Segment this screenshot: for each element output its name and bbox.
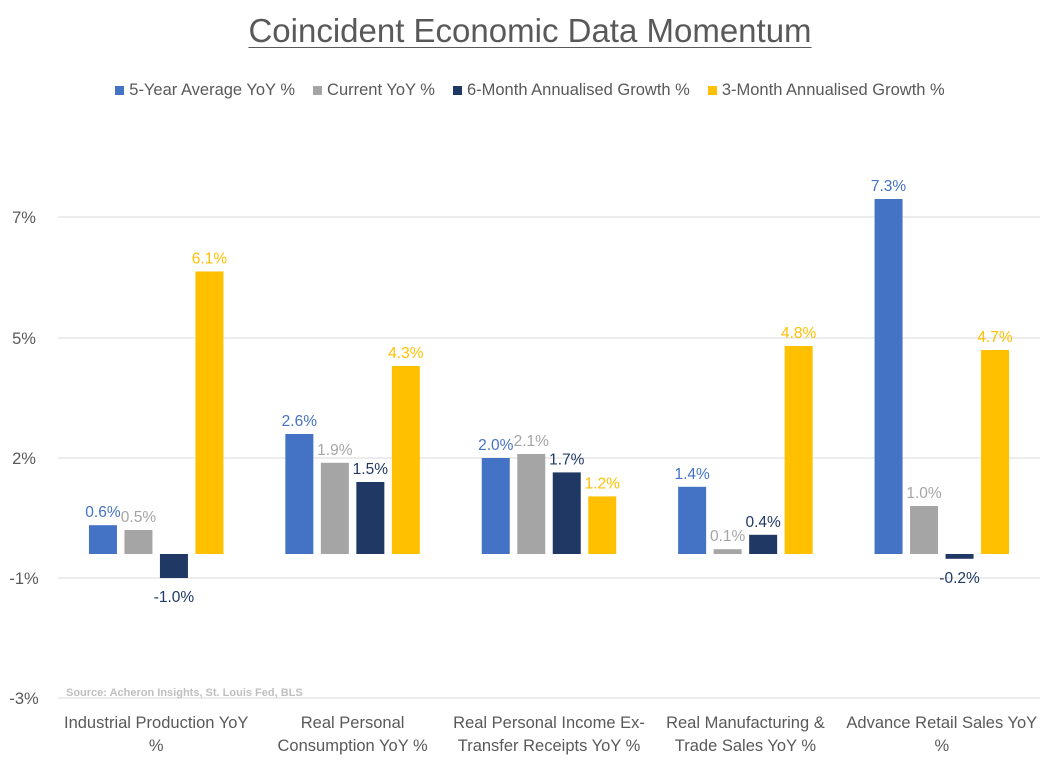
y-tick-label: -3%: [9, 690, 39, 708]
data-label: 6.1%: [192, 250, 228, 267]
y-tick-label: 2%: [12, 450, 36, 468]
bar: [945, 554, 974, 559]
x-tick-label: Industrial Production YoY: [64, 714, 248, 732]
bar: [391, 366, 420, 554]
source-note: Source: Acheron Insights, St. Louis Fed,…: [66, 687, 303, 699]
bar: [552, 472, 581, 554]
data-label: 1.2%: [585, 475, 621, 492]
bar: [981, 350, 1010, 554]
bar: [195, 271, 224, 554]
bar: [910, 506, 939, 554]
bar: [124, 530, 153, 554]
data-label: 0.5%: [121, 509, 157, 526]
legend-label: Current YoY %: [327, 81, 435, 99]
x-tick-label: Consumption YoY %: [278, 737, 428, 755]
bar: [285, 434, 314, 554]
legend-label: 5-Year Average YoY %: [129, 81, 296, 99]
data-label: 0.6%: [85, 504, 121, 521]
legend-item-2: 6-Month Annualised Growth %: [452, 81, 690, 100]
x-tick-label: Trade Sales YoY %: [675, 737, 817, 755]
bar: [88, 525, 117, 554]
data-label: 2.6%: [282, 413, 318, 430]
x-tick-label: %: [149, 737, 164, 755]
legend-label: 3-Month Annualised Growth %: [721, 81, 945, 99]
x-tick-label: %: [934, 737, 949, 755]
bar: [517, 454, 546, 554]
legend-swatch: [452, 86, 462, 95]
legend-item-3: 3-Month Annualised Growth %: [707, 81, 945, 100]
y-tick-label: -1%: [9, 570, 39, 588]
legend-item-0: 5-Year Average YoY %: [115, 81, 295, 100]
legend-swatch: [707, 86, 717, 95]
data-label: 0.1%: [710, 528, 746, 545]
y-tick-label: 7%: [12, 209, 36, 227]
data-label: 1.5%: [353, 461, 389, 478]
data-label: 1.7%: [549, 451, 585, 468]
data-label: -0.2%: [939, 570, 980, 587]
data-label: 4.7%: [977, 329, 1013, 346]
data-label: 1.0%: [906, 485, 942, 502]
data-label: 2.1%: [514, 433, 550, 450]
x-tick-label: Real Manufacturing &: [666, 714, 825, 732]
legend-swatch: [313, 86, 323, 95]
bar: [356, 482, 385, 554]
bar: [784, 346, 813, 554]
x-tick-label: Real Personal Income Ex-: [453, 714, 645, 732]
bar: [481, 458, 510, 554]
x-tick-label: Real Personal: [301, 714, 405, 732]
data-label: 0.4%: [745, 514, 781, 531]
bar: [588, 496, 617, 554]
bar: [159, 554, 188, 578]
bar: [749, 534, 778, 554]
legend: 5-Year Average YoY % Current YoY % 6-Month…: [0, 81, 1060, 100]
data-label: 7.3%: [871, 178, 907, 195]
legend-swatch: [115, 86, 125, 95]
legend-item-1: Current YoY %: [313, 81, 435, 100]
y-tick-label: 5%: [12, 330, 36, 348]
data-label: 1.9%: [317, 442, 353, 459]
bar: [874, 199, 903, 554]
data-label: -1.0%: [154, 589, 195, 606]
data-label: 2.0%: [478, 437, 514, 454]
bar: [320, 462, 349, 554]
legend-label: 6-Month Annualised Growth %: [466, 81, 690, 99]
data-label: 4.3%: [388, 345, 424, 362]
x-tick-label: Transfer Receipts YoY %: [458, 737, 641, 755]
bar: [713, 549, 742, 554]
data-label: 1.4%: [674, 466, 710, 483]
x-tick-label: Advance Retail Sales YoY: [846, 714, 1037, 732]
chart-title: Coincident Economic Data Momentum: [248, 12, 812, 49]
data-label: 4.8%: [781, 325, 817, 342]
bar: [678, 486, 707, 554]
